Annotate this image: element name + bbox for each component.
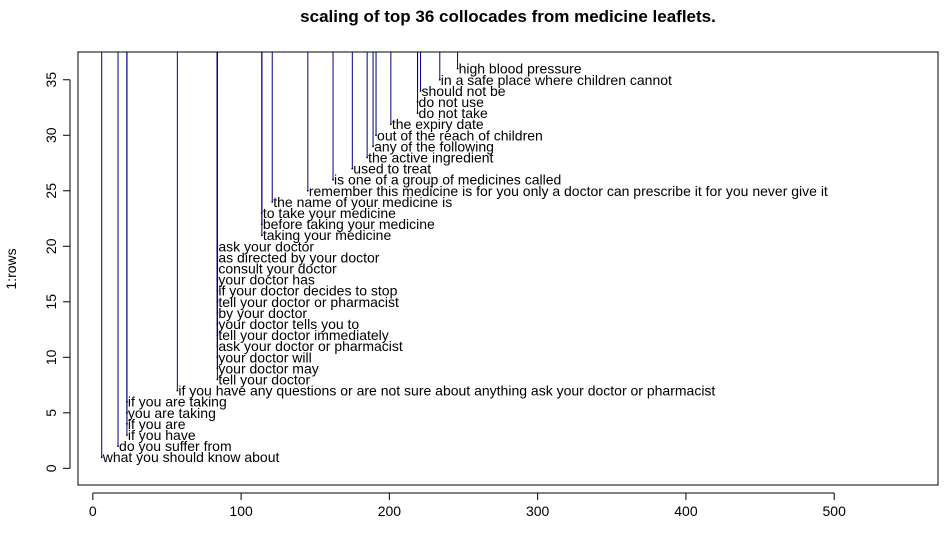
point-label: your doctor has xyxy=(218,272,315,288)
data-point xyxy=(260,234,263,237)
data-point xyxy=(216,323,219,325)
data-point xyxy=(389,123,392,126)
point-label: do you suffer from xyxy=(119,438,232,454)
point-label: before taking your medicine xyxy=(263,216,435,232)
point-label: high blood pressure xyxy=(459,61,582,77)
y-tick-label: 20 xyxy=(43,238,59,254)
point-label: what you should know about xyxy=(102,449,280,465)
data-point xyxy=(416,112,419,114)
x-tick-label: 400 xyxy=(674,503,698,519)
plot-box xyxy=(77,51,939,486)
point-label: do not use xyxy=(419,94,485,110)
data-point xyxy=(216,278,219,281)
point-label: if you are taking xyxy=(128,394,227,410)
x-tick-label: 100 xyxy=(229,503,253,519)
data-point xyxy=(351,167,354,170)
data-point xyxy=(216,300,219,303)
x-tick-label: 200 xyxy=(378,503,402,519)
point-label: you are taking xyxy=(128,405,216,421)
data-point xyxy=(260,223,263,225)
point-label: ask your doctor or pharmacist xyxy=(218,338,403,354)
data-point xyxy=(126,423,128,425)
point-label: if your doctor decides to stop xyxy=(218,283,397,299)
data-point xyxy=(416,101,419,103)
y-axis-label: 1:rows xyxy=(3,248,19,289)
point-label: taking your medicine xyxy=(263,227,392,243)
point-label: to take your medicine xyxy=(263,205,396,221)
point-label: is one of a group of medicines called xyxy=(334,172,561,188)
data-point xyxy=(216,356,219,359)
point-label: any of the following xyxy=(374,138,494,154)
data-point xyxy=(216,256,219,259)
data-point xyxy=(216,289,219,292)
point-label: in a safe place where children cannot xyxy=(441,72,672,88)
data-point xyxy=(438,78,441,81)
data-point xyxy=(117,445,119,448)
point-label: remember this medicine is for you only a… xyxy=(309,183,828,199)
data-point xyxy=(260,212,263,214)
data-point xyxy=(372,145,374,148)
data-point xyxy=(306,189,309,192)
data-point xyxy=(375,134,377,137)
point-label: should not be xyxy=(422,83,506,99)
data-point xyxy=(100,456,103,459)
data-point xyxy=(216,378,219,381)
y-tick-label: 0 xyxy=(43,464,59,472)
y-axis: 0 5 10 15 20 25 30 35 xyxy=(43,72,71,472)
data-point xyxy=(216,334,219,337)
y-tick-label: 30 xyxy=(43,127,59,143)
y-tick-label: 35 xyxy=(43,72,59,88)
x-tick-label: 0 xyxy=(89,503,97,519)
data-point xyxy=(216,245,219,248)
point-label: the name of your medicine is xyxy=(273,194,452,210)
data-point xyxy=(216,267,219,270)
drop-lines xyxy=(101,52,459,458)
point-label: tell your doctor immediately xyxy=(218,327,388,343)
data-point xyxy=(419,89,422,92)
y-tick-label: 25 xyxy=(43,183,59,199)
point-label: used to treat xyxy=(353,161,431,177)
point-label: your doctor may xyxy=(218,360,318,376)
point-label: as directed by your doctor xyxy=(218,249,379,265)
data-point xyxy=(126,411,128,414)
data-point xyxy=(126,400,128,403)
data-point xyxy=(366,156,369,159)
x-axis: 0 100 200 300 400 500 xyxy=(89,492,847,519)
chart-title: scaling of top 36 collocades from medici… xyxy=(300,7,716,26)
data-point xyxy=(216,345,219,348)
data-point xyxy=(216,312,219,314)
point-label: tell your doctor or pharmacist xyxy=(218,294,399,310)
y-tick-label: 5 xyxy=(43,409,59,417)
point-label: your doctor tells you to xyxy=(218,316,359,332)
data-point xyxy=(216,367,219,370)
data-point xyxy=(126,434,128,436)
y-tick-label: 15 xyxy=(43,294,59,310)
point-label: ask your doctor xyxy=(218,238,314,254)
point-label: your doctor will xyxy=(218,349,311,365)
point-label: the active ingredient xyxy=(368,149,493,165)
data-point xyxy=(176,389,179,392)
point-label: by your doctor xyxy=(218,305,307,321)
point-label: out of the reach of children xyxy=(377,127,543,143)
data-point xyxy=(271,200,274,203)
x-tick-label: 300 xyxy=(526,503,550,519)
point-label: tell your doctor xyxy=(218,372,310,388)
x-tick-label: 500 xyxy=(823,503,847,519)
point-label: if you have any questions or are not sur… xyxy=(178,383,715,399)
y-tick-label: 10 xyxy=(43,349,59,365)
point-label: do not take xyxy=(419,105,488,121)
data-point xyxy=(456,67,459,70)
point-label: the expiry date xyxy=(392,116,484,132)
point-label: consult your doctor xyxy=(218,261,337,277)
point-label: if you are xyxy=(128,416,186,432)
data-point xyxy=(332,178,334,181)
point-label: if you have xyxy=(128,427,196,443)
